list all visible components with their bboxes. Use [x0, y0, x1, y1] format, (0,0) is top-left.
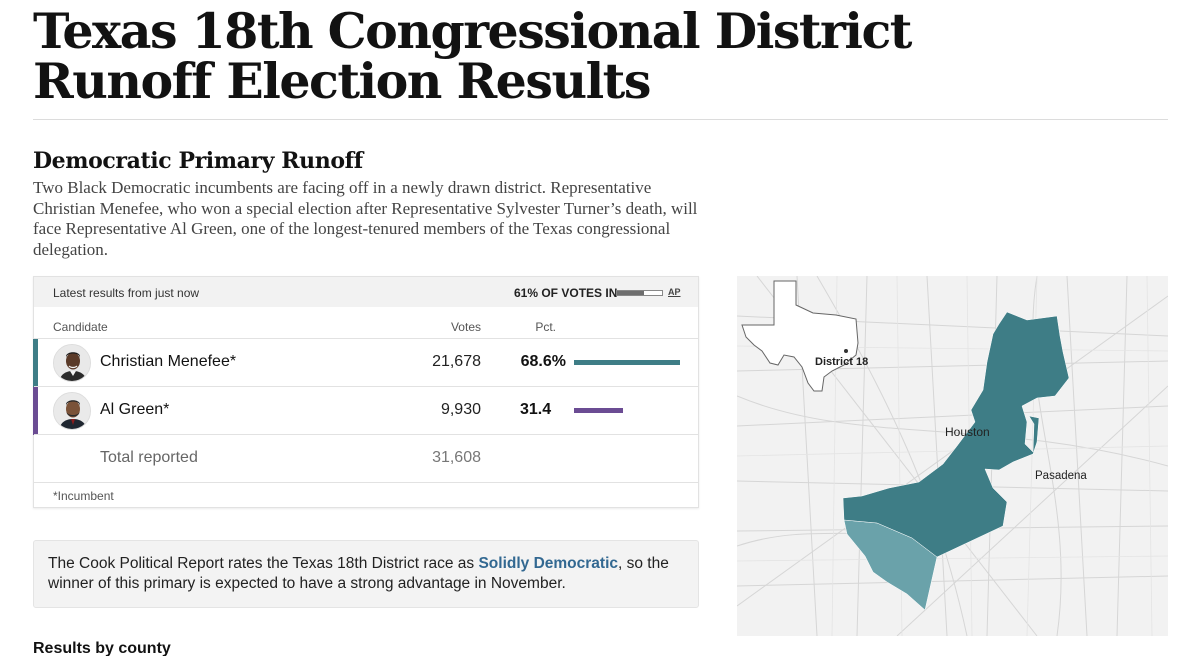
- avatar: [53, 344, 91, 382]
- texas-inset-map: [741, 280, 859, 392]
- candidate-name: Al Green*: [100, 401, 170, 418]
- ap-source-link[interactable]: AP: [668, 287, 681, 297]
- houston-label: Houston: [945, 425, 990, 439]
- district-18-label: District 18: [815, 356, 869, 368]
- section-title: Democratic Primary Runoff: [33, 148, 363, 174]
- results-by-county-heading: Results by county: [33, 640, 171, 656]
- table-footnote: *Incumbent: [34, 482, 698, 508]
- party-color-bar: [33, 339, 38, 387]
- candidate-pct: 31.4: [520, 401, 552, 418]
- vote-share-bar: [574, 408, 623, 413]
- candidate-pct: 68.6%: [520, 353, 566, 370]
- incumbent-note: *Incumbent: [53, 489, 114, 503]
- district-map: District 18 Houston Pasadena: [737, 276, 1168, 636]
- latest-results-label: Latest results from just now: [53, 286, 200, 300]
- district-area: [842, 311, 1070, 558]
- total-reported-label: Total reported: [100, 449, 198, 466]
- party-color-bar: [33, 387, 38, 435]
- votes-in-progress-fill: [617, 291, 645, 295]
- title-divider: [33, 119, 1168, 120]
- vote-share-bar: [574, 360, 680, 365]
- table-row-total: Total reported 31,608: [34, 434, 698, 482]
- texas-inset-marker-icon: [844, 349, 848, 353]
- cook-rating-note: The Cook Political Report rates the Texa…: [33, 540, 699, 608]
- column-header-candidate: Candidate: [53, 320, 108, 334]
- intro-paragraph: Two Black Democratic incumbents are faci…: [33, 178, 698, 259]
- page-title: Texas 18th Congressional District Runoff…: [33, 2, 912, 110]
- cook-text-before: The Cook Political Report rates the Texa…: [48, 555, 479, 572]
- pasadena-label: Pasadena: [1035, 470, 1087, 482]
- votes-in-progress-bar: [616, 290, 663, 296]
- candidate-votes: 21,678: [432, 353, 481, 370]
- column-header-votes: Votes: [450, 320, 481, 334]
- avatar: [53, 392, 91, 430]
- cook-text-after: , so the winner of this primary is expec…: [48, 555, 669, 592]
- votes-in-label: 61% OF VOTES IN: [514, 286, 618, 300]
- column-header-pct: Pct.: [535, 320, 556, 334]
- table-row: Christian Menefee* 21,678 68.6%: [33, 338, 698, 387]
- candidate-name: Christian Menefee*: [100, 353, 237, 370]
- texas-outline-icon: [741, 280, 859, 392]
- candidate-photo-icon: [54, 345, 90, 381]
- candidate-votes: 9,930: [440, 401, 481, 418]
- candidate-photo-icon: [54, 393, 90, 429]
- results-table: Latest results from just now 61% OF VOTE…: [33, 276, 699, 508]
- results-header-bar: Latest results from just now 61% OF VOTE…: [34, 277, 698, 307]
- table-row: Al Green* 9,930 31.4: [33, 386, 698, 435]
- total-reported-votes: 31,608: [432, 449, 481, 466]
- solidly-democratic-link[interactable]: Solidly Democratic: [478, 555, 619, 572]
